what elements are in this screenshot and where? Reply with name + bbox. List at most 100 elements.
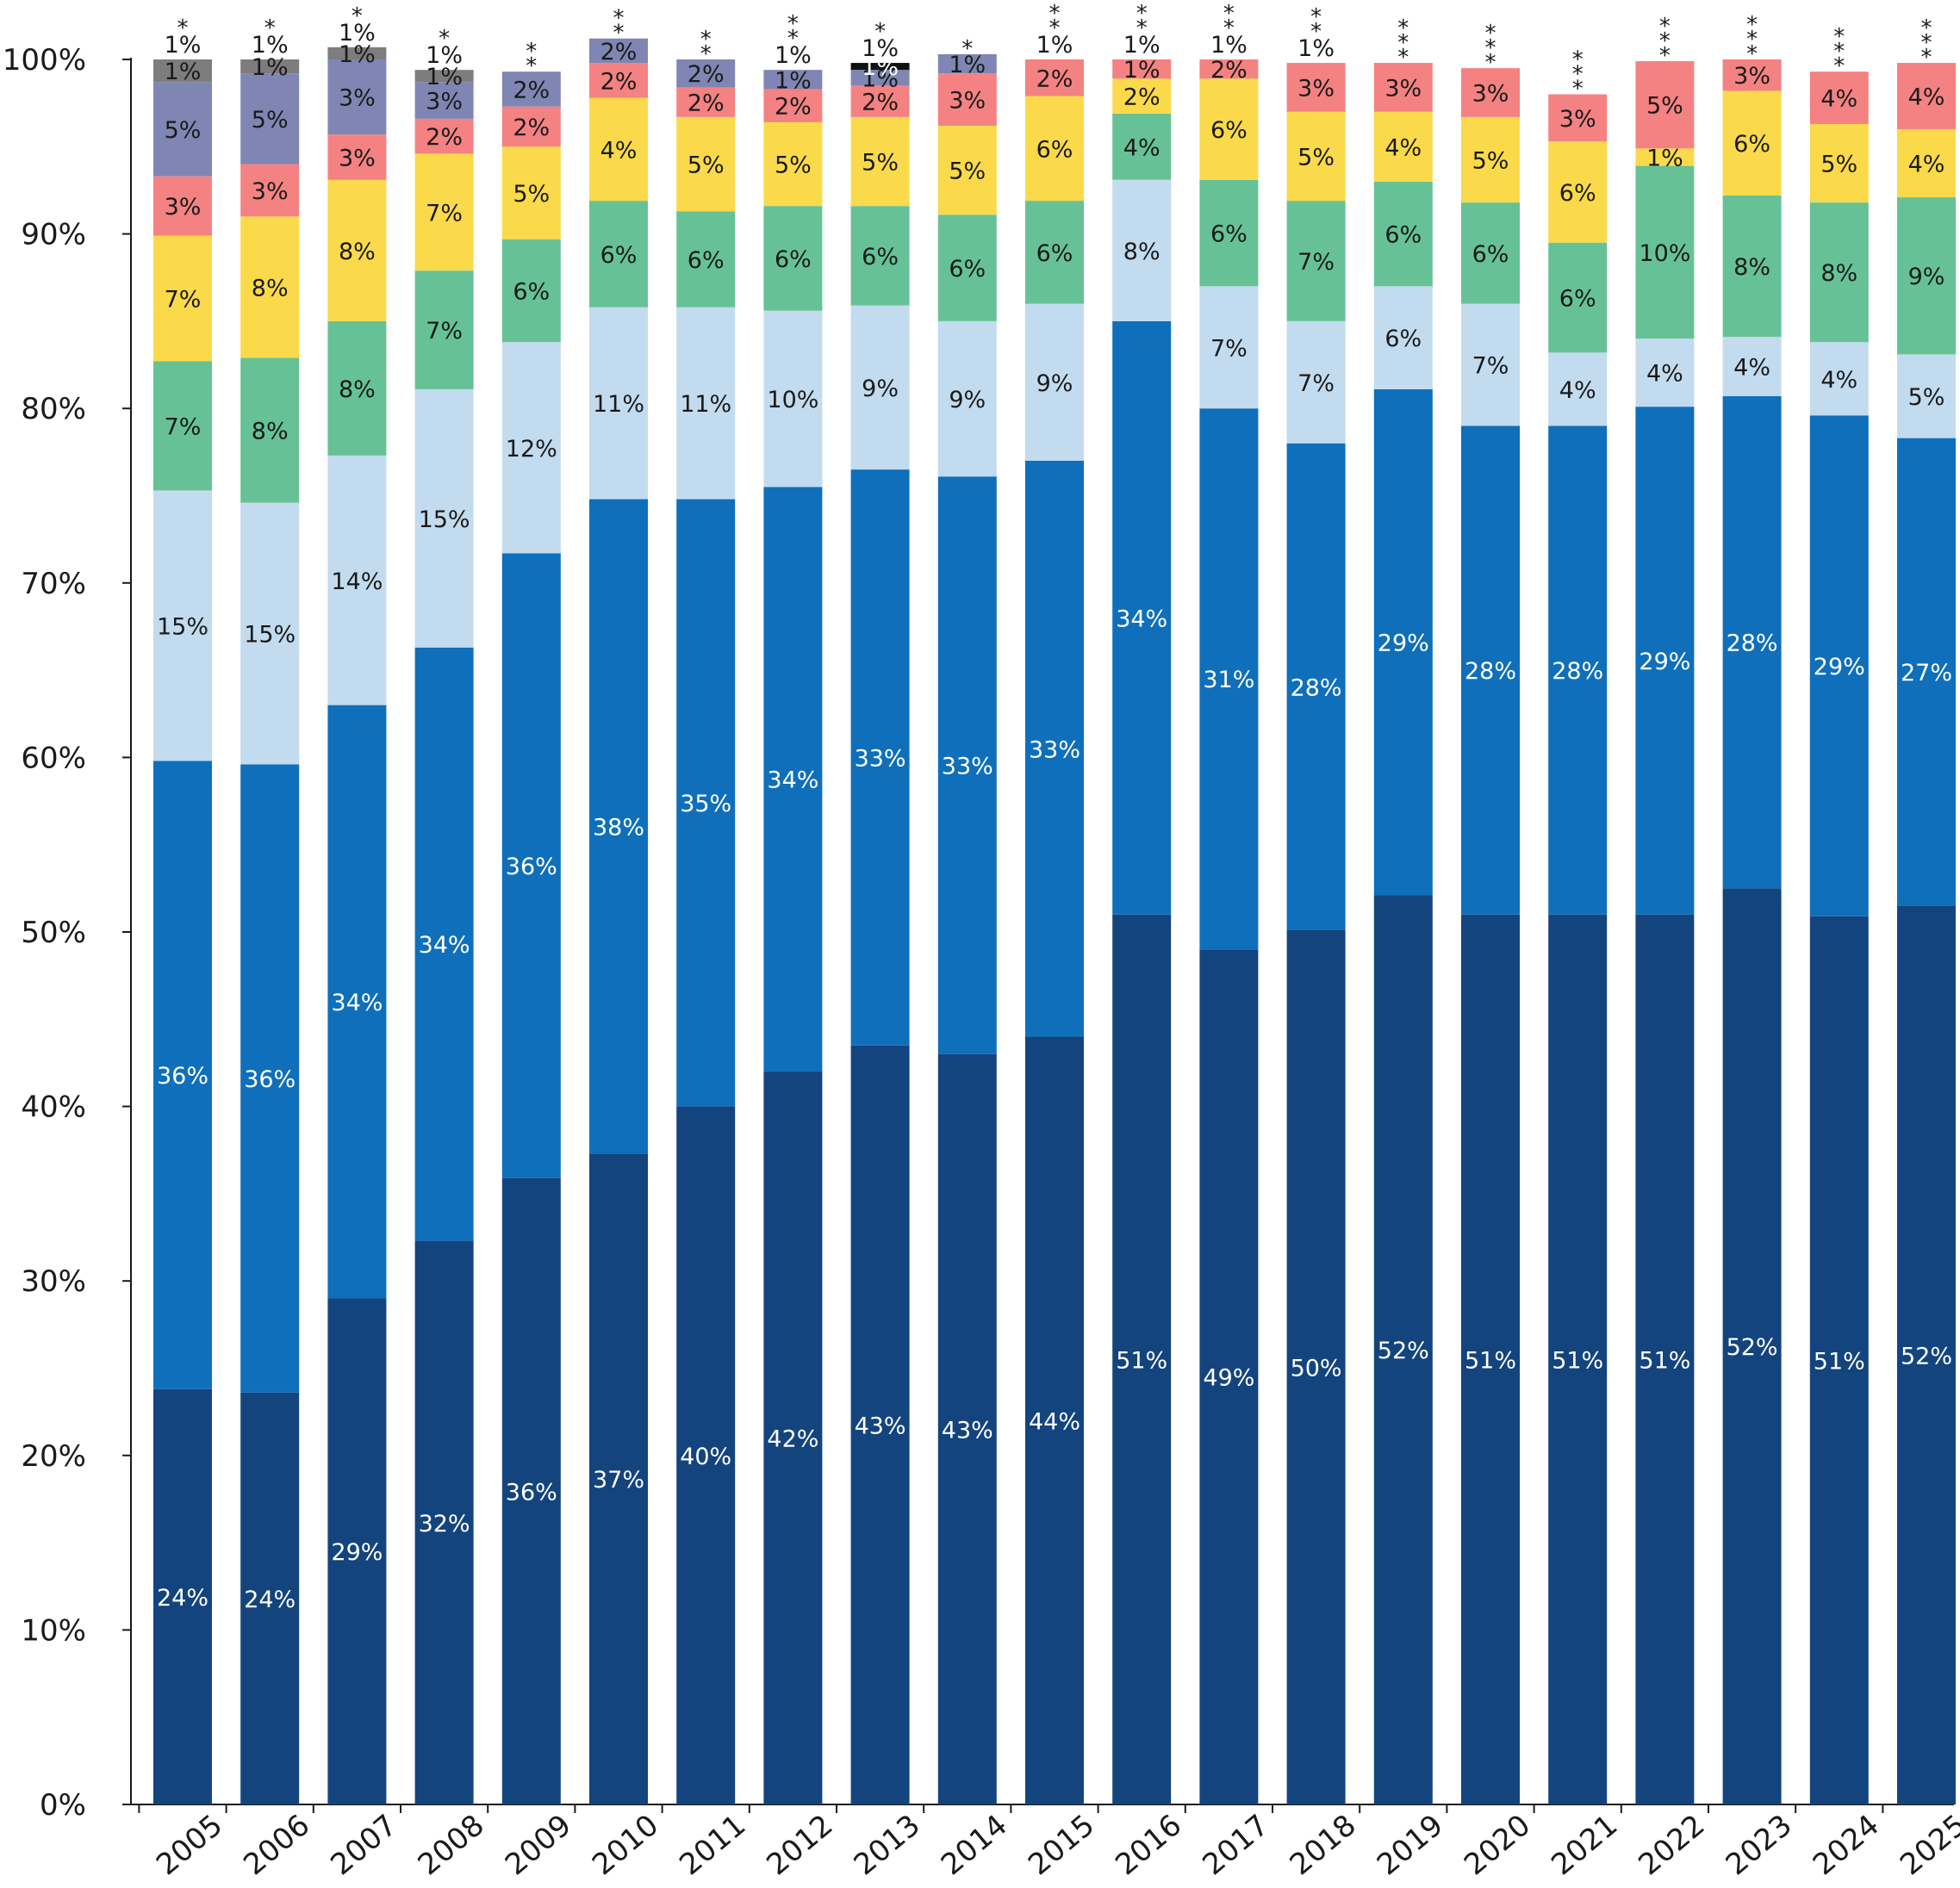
bar-segment [1025,201,1084,304]
bar-segment [414,70,474,83]
bar-segment [153,235,212,362]
data-label: 5% [1908,384,1945,411]
data-label: 6% [1036,136,1073,163]
data-label: 9% [862,376,899,402]
data-label: 29% [1639,649,1690,675]
star-marker: * [1049,16,1061,41]
y-tick-label: 100% [3,43,86,78]
data-label: 6% [688,247,725,274]
data-label: 6% [775,246,812,273]
data-label: 35% [680,791,731,817]
star-marker: * [1223,1,1235,27]
bar-segment [1809,202,1869,343]
bar-segment [1112,113,1172,180]
bar-segment [1897,438,1956,906]
bar-segment [501,71,561,107]
bar-segment [763,121,823,207]
data-label: 34% [767,767,818,794]
data-label: 10% [1639,240,1690,267]
bar-segment [501,146,561,239]
bar-segment [240,764,300,1393]
bar-segment [1897,905,1956,1804]
star-marker: * [700,41,712,67]
bar-segment [240,59,300,74]
bar-segment [937,476,997,1054]
data-label: 5% [513,181,550,208]
bar-segment [1635,61,1695,149]
x-tick-label: 2020 [1458,1808,1537,1882]
data-label: 3% [165,194,202,220]
top-annotation-label: 1% [862,35,899,62]
x-tick-label: 2008 [412,1808,491,1882]
bar-segment [1199,179,1259,287]
bar-segment [1548,352,1608,426]
bar-segment [1897,197,1956,355]
bar-segment [850,116,910,207]
data-label: 29% [1814,654,1865,680]
data-label: 34% [331,990,383,1016]
bar-segment [153,361,212,491]
data-label: 8% [252,275,289,301]
bar-segment [676,59,736,88]
y-tick-label: 60% [21,741,86,775]
star-marker: * [1833,39,1845,65]
bar-segment [1461,425,1520,915]
bar-2016: 51% 34% 8% 4% 2%1% [1112,57,1172,1804]
bar-segment [1461,68,1520,117]
star-marker: * [1746,27,1758,53]
data-label: 15% [419,506,470,533]
bar-segment [501,239,561,343]
bar-segment [1635,407,1695,915]
data-label: 31% [1203,667,1254,693]
data-label: 4% [1908,84,1945,111]
bar-segment [1112,914,1172,1804]
bar-segment [1025,96,1084,202]
data-label: 24% [157,1585,208,1612]
y-tick-label: 40% [21,1090,86,1125]
data-label: 2% [1123,84,1160,111]
data-label: 1% [949,52,986,78]
data-label: 8% [1733,254,1770,281]
data-label: 34% [419,932,470,959]
data-label: 5% [688,152,725,179]
bar-segment [1025,303,1084,461]
data-label: 6% [1384,222,1422,249]
star-marker: * [1136,1,1148,27]
star-marker: * [961,36,973,62]
data-label: 1% [862,54,899,81]
data-label: 33% [1029,736,1080,763]
bar-segment [1461,303,1520,426]
x-tick-label: 2017 [1197,1808,1276,1882]
data-label: 1% [252,54,289,81]
data-label: 33% [942,754,993,780]
top-annotation-label: 1% [1297,35,1335,62]
data-label: 51% [1814,1348,1865,1375]
bar-segment [501,553,561,1178]
data-label: 7% [1297,370,1335,397]
star-marker: * [613,6,625,32]
data-label: 24% [244,1587,296,1613]
data-label: 4% [1559,377,1596,404]
top-annotation-label: 1% [252,32,289,59]
bar-segment [589,201,648,307]
x-tick-label: 2009 [499,1808,578,1882]
bar-segment [1286,929,1346,1804]
bar-2008: 32% 34% 15% 7% 7% 2% 3%1% [414,64,474,1804]
data-label: 51% [1552,1347,1603,1374]
data-label: 5% [252,107,289,134]
top-annotation-label: 1% [1123,32,1160,59]
star-marker: * [1921,30,1932,56]
bar-segment [1373,181,1433,287]
data-label: 6% [1472,241,1509,268]
bar-segment [240,357,300,503]
data-label: 9% [1908,264,1945,290]
bar-segment [1809,123,1869,203]
bar-segment [1373,63,1433,112]
star-marker: * [1659,43,1671,69]
bar-segment [937,73,997,126]
data-label: 52% [1727,1334,1778,1361]
bar-segment [589,38,648,64]
bar-segment [414,82,474,119]
data-label: 8% [1123,239,1160,265]
data-label: 3% [252,178,289,205]
